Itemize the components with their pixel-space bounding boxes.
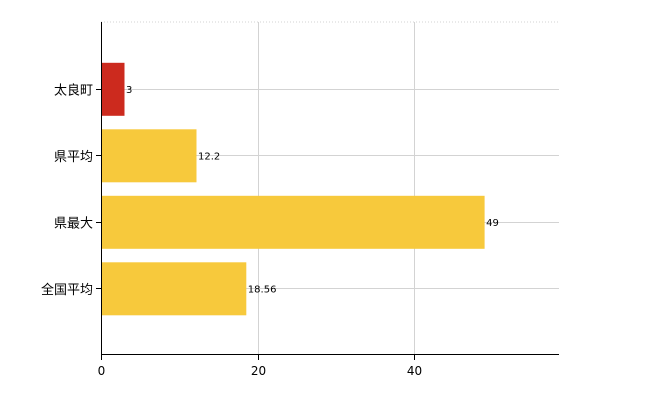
x-tick-label: 20 bbox=[251, 364, 266, 378]
axis-layer bbox=[96, 22, 559, 360]
data-label: 18.56 bbox=[248, 284, 277, 295]
bar-layer bbox=[101, 62, 485, 316]
category-label: 県平均 bbox=[54, 150, 93, 165]
bar bbox=[101, 195, 485, 249]
data-label: 49 bbox=[486, 218, 499, 229]
x-tick-label: 40 bbox=[407, 364, 422, 378]
category-label: 全国平均 bbox=[41, 282, 93, 298]
data-label: 3 bbox=[126, 85, 132, 96]
bar bbox=[101, 129, 197, 183]
bar bbox=[101, 62, 125, 116]
bar bbox=[101, 262, 247, 316]
x-tick-label: 0 bbox=[98, 364, 106, 378]
category-label: 太良町 bbox=[54, 82, 93, 98]
data-label: 12.2 bbox=[198, 151, 220, 162]
category-label: 県最大 bbox=[54, 216, 93, 231]
